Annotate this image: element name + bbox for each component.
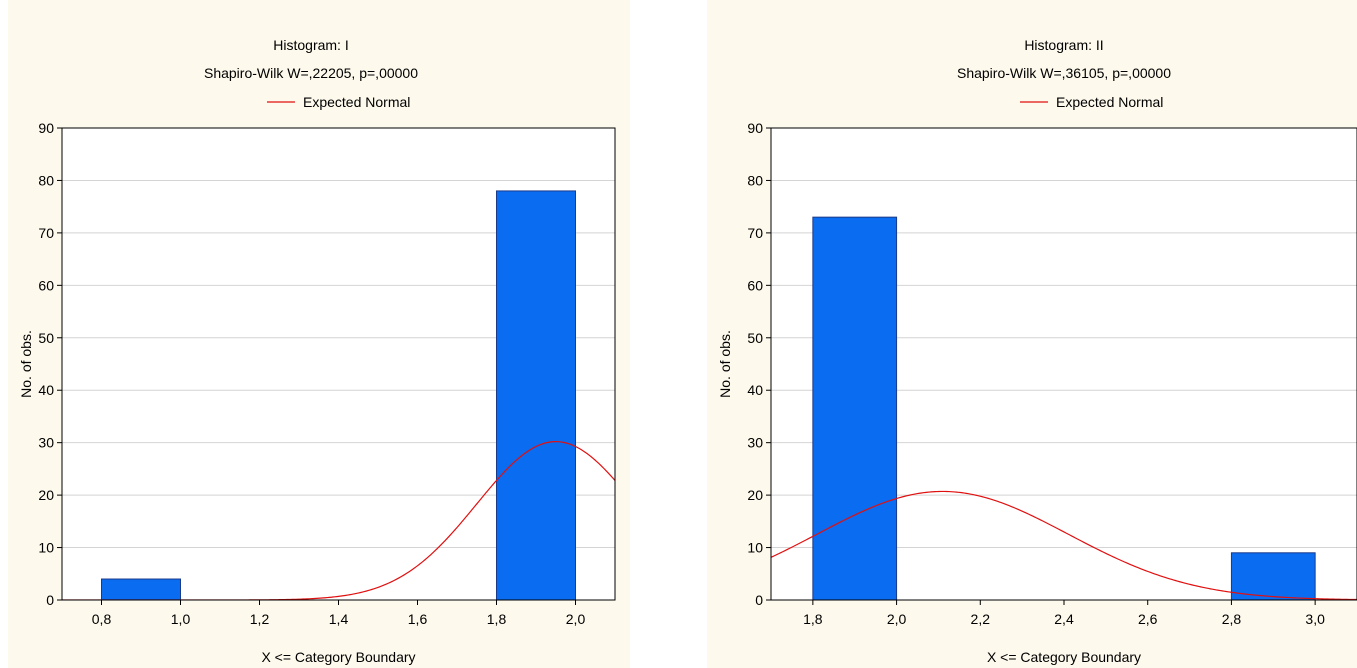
x-tick-label-2: 2,0	[887, 611, 907, 627]
y-tick-label-1: 10	[38, 540, 54, 556]
histogram-panel-2: Histogram: II Shapiro-Wilk W=,36105, p=,0…	[707, 0, 1357, 668]
x-tick-label-2: 2,4	[1054, 611, 1074, 627]
chart-2-x-axis-label: X <= Category Boundary	[987, 649, 1141, 665]
x-tick-label-2: 2,8	[1222, 611, 1242, 627]
y-tick-label-2: 90	[747, 120, 763, 136]
x-tick-label-2: 2,6	[1138, 611, 1158, 627]
chart-1-x-axis-label: X <= Category Boundary	[261, 649, 415, 665]
legend-1-label: Expected Normal	[303, 94, 410, 110]
expected-normal-curve-1	[62, 441, 615, 600]
y-tick-label-1: 80	[38, 172, 54, 188]
x-tick-label-1: 1,8	[487, 611, 507, 627]
chart-1-title: Histogram: I	[273, 37, 348, 53]
histogram-1-bar-2	[496, 190, 576, 601]
y-tick-label-2: 40	[747, 382, 763, 398]
x-tick-label-1: 0,8	[92, 611, 112, 627]
x-tick-label-1: 2,0	[566, 611, 586, 627]
y-tick-label-2: 20	[747, 487, 763, 503]
x-tick-label-1: 1,4	[329, 611, 349, 627]
y-tick-label-2: 70	[747, 225, 763, 241]
y-tick-label-1: 40	[38, 382, 54, 398]
chart-1-y-axis-label: No. of obs.	[18, 330, 34, 398]
chart-2-subtitle: Shapiro-Wilk W=,36105, p=,00000	[957, 65, 1171, 81]
y-tick-label-1: 50	[38, 330, 54, 346]
y-tick-label-2: 80	[747, 172, 763, 188]
y-tick-label-1: 0	[46, 592, 54, 608]
x-tick-label-2: 2,2	[971, 611, 991, 627]
expected-normal-curve-2	[771, 490, 1357, 600]
y-tick-label-2: 50	[747, 330, 763, 346]
x-tick-label-1: 1,2	[250, 611, 270, 627]
y-tick-label-1: 90	[38, 120, 54, 136]
y-tick-label-1: 60	[38, 277, 54, 293]
chart-2-y-axis-label: No. of obs.	[717, 330, 733, 398]
legend-2-label: Expected Normal	[1056, 94, 1163, 110]
histogram-2-bar-2	[1230, 552, 1316, 601]
chart-2-title: Histogram: II	[1024, 37, 1103, 53]
x-tick-label-2: 1,8	[803, 611, 823, 627]
histogram-2-bar-1	[812, 216, 898, 601]
y-tick-label-1: 70	[38, 225, 54, 241]
y-tick-label-2: 60	[747, 277, 763, 293]
histogram-1-bar-1	[101, 578, 181, 601]
y-tick-label-1: 30	[38, 435, 54, 451]
x-tick-label-2: 3,0	[1305, 611, 1325, 627]
x-tick-label-1: 1,0	[171, 611, 191, 627]
y-tick-label-2: 0	[755, 592, 763, 608]
chart-1-subtitle: Shapiro-Wilk W=,22205, p=,00000	[204, 65, 418, 81]
y-tick-label-2: 30	[747, 435, 763, 451]
histogram-panel-1: Histogram: I Shapiro-Wilk W=,22205, p=,00…	[8, 0, 630, 668]
x-tick-label-1: 1,6	[408, 611, 428, 627]
y-tick-label-1: 20	[38, 487, 54, 503]
histogram-1-chart: Histogram: I Shapiro-Wilk W=,22205, p=,00…	[18, 37, 616, 665]
y-tick-label-2: 10	[747, 540, 763, 556]
histogram-2-chart: Histogram: II Shapiro-Wilk W=,36105, p=,0…	[717, 37, 1357, 665]
